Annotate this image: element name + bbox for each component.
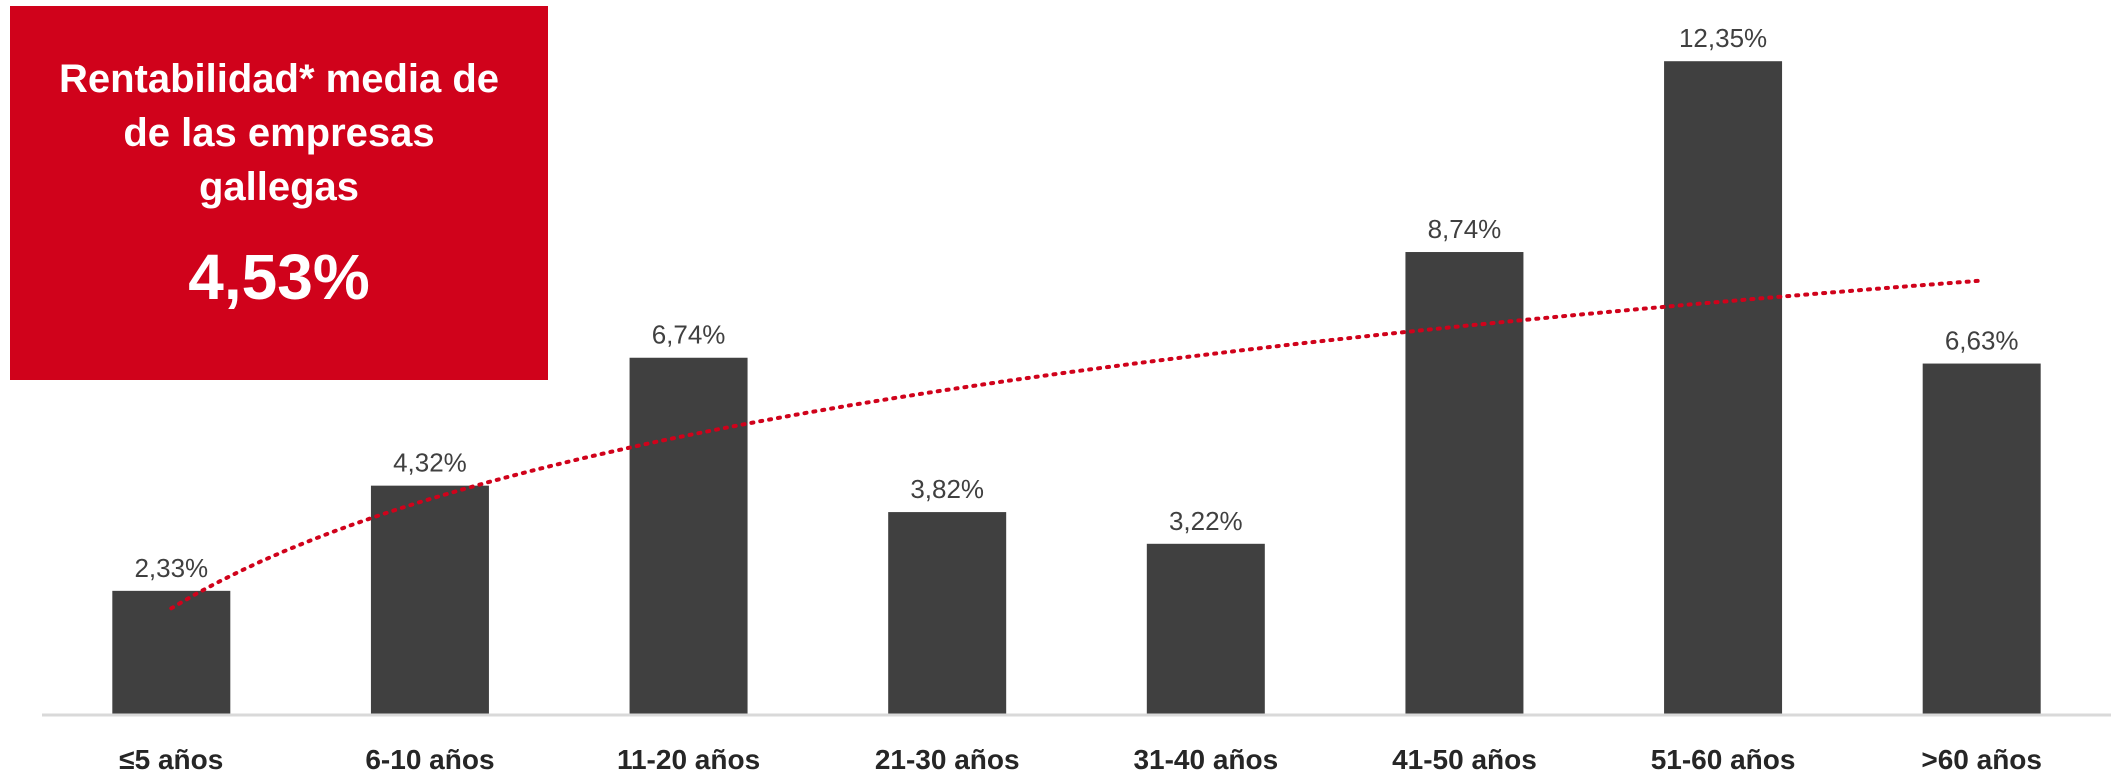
bar-7 <box>1664 61 1783 714</box>
data-label-1: 2,33% <box>134 553 208 583</box>
bar-8 <box>1922 363 2041 714</box>
bar-2 <box>370 485 489 714</box>
data-label-2: 4,32% <box>393 448 467 478</box>
data-label-5: 3,22% <box>1169 506 1243 536</box>
data-label-4: 3,82% <box>910 474 984 504</box>
summary-title: Rentabilidad* media de de las empresas g… <box>58 57 500 209</box>
data-label-7: 12,35% <box>1679 23 1767 53</box>
bars-group <box>112 61 2041 714</box>
data-label-8: 6,63% <box>1945 326 2019 356</box>
x-tick-label-2: 6-10 años <box>365 744 494 773</box>
data-label-6: 8,74% <box>1428 214 1502 244</box>
summary-box: Rentabilidad* media de de las empresas g… <box>10 6 548 380</box>
x-tick-label-7: 51-60 años <box>1651 744 1796 773</box>
x-tick-labels-group: ≤5 años 6-10 años 11-20 años 21-30 años 31-4… <box>119 744 2042 773</box>
data-label-3: 6,74% <box>652 320 726 350</box>
bar-5 <box>1146 543 1265 714</box>
x-tick-label-8: >60 años <box>1921 744 2042 773</box>
summary-value: 4,53% <box>188 241 370 313</box>
data-labels-group: 2,33% 4,32% 6,74% 3,82% 3,22% 8,74% 12,35% 6,63… <box>134 23 2018 583</box>
x-tick-label-4: 21-30 años <box>875 744 1020 773</box>
bar-6 <box>1405 252 1524 714</box>
trend-line <box>169 278 1984 611</box>
x-tick-label-5: 31-40 años <box>1133 744 1278 773</box>
x-tick-label-1: ≤5 años <box>119 744 223 773</box>
x-tick-label-3: 11-20 años <box>617 744 760 773</box>
bar-1 <box>112 590 231 714</box>
bar-4 <box>888 512 1007 714</box>
bar-3 <box>629 357 748 714</box>
x-tick-label-6: 41-50 años <box>1392 744 1537 773</box>
